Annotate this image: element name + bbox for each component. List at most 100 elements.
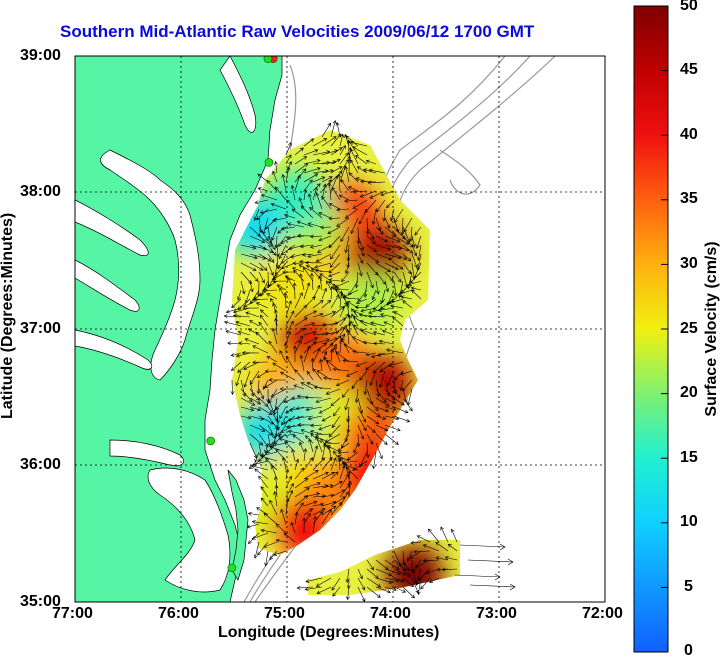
current-vector-arrow: [357, 244, 365, 257]
current-vector-arrow: [243, 361, 260, 370]
current-vector-arrow: [402, 568, 412, 578]
colorbar-tick-label: 20: [680, 384, 698, 401]
current-vector-arrow: [337, 173, 342, 192]
current-vector-arrow: [331, 186, 341, 201]
current-vector-arrow: [249, 406, 262, 412]
current-vector-arrow: [368, 168, 386, 174]
current-vector-arrow: [415, 235, 422, 249]
current-vector-arrow: [258, 262, 268, 271]
current-vector-arrow: [321, 337, 338, 345]
current-vector-arrow: [269, 445, 287, 453]
current-vector-arrow: [262, 288, 278, 293]
current-vector-arrow: [323, 376, 341, 381]
colorbar-tick-label: 25: [680, 320, 698, 337]
current-vector-arrow: [254, 468, 269, 480]
current-vector-arrow: [351, 308, 359, 318]
current-vector-arrow: [260, 309, 269, 318]
current-vector-arrow: [444, 556, 458, 561]
current-vector-arrow: [393, 370, 404, 381]
current-vector-arrow: [393, 280, 398, 297]
current-vector-arrow: [297, 233, 314, 238]
current-vector-arrow: [272, 362, 287, 372]
current-vector-arrow: [291, 396, 305, 401]
x-axis-label: Longitude (Degrees:Minutes): [218, 624, 440, 641]
current-vector-arrow: [294, 495, 309, 507]
current-vector-arrow: [315, 577, 332, 587]
current-vector-arrow: [300, 382, 314, 390]
current-vector-arrow: [252, 345, 269, 354]
current-vector-arrow: [312, 515, 318, 534]
colorbar-tick-label: 45: [680, 61, 698, 78]
current-vector-arrow: [321, 122, 331, 138]
current-vector-arrow: [335, 379, 350, 387]
current-vector-arrow: [279, 371, 296, 381]
current-vector-arrow: [393, 568, 407, 576]
current-vector-arrow: [295, 415, 314, 420]
current-vector-arrow: [366, 262, 379, 276]
current-vector-arrow: [267, 262, 274, 276]
current-vector-arrow: [267, 253, 275, 263]
current-vector-arrow: [387, 298, 404, 305]
x-tick-label: 76:00: [158, 605, 199, 622]
current-vector-arrow: [262, 379, 269, 390]
current-vector-arrow: [329, 285, 334, 300]
current-vector-arrow: [363, 168, 377, 174]
current-vector-arrow: [303, 457, 314, 471]
current-vector-arrow: [258, 406, 273, 415]
current-vector-arrow: [339, 313, 349, 327]
current-vector-arrow: [367, 180, 386, 185]
current-vector-arrow: [273, 491, 278, 507]
current-vector-arrow: [294, 168, 307, 183]
current-vector-arrow: [380, 289, 386, 305]
current-vector-arrow: [303, 188, 308, 201]
current-vector-arrow: [312, 445, 319, 462]
current-vector-arrow: [358, 208, 368, 225]
current-vector-arrow: [330, 335, 342, 345]
current-vector-arrow: [383, 321, 395, 327]
current-vector-arrow: [414, 226, 422, 236]
current-vector-arrow: [375, 226, 384, 235]
current-vector-arrow: [309, 207, 323, 219]
current-vector-arrow: [400, 217, 405, 236]
current-vector-arrow: [393, 388, 401, 399]
current-vector-arrow: [306, 370, 314, 381]
current-vector-arrow: [357, 424, 365, 440]
current-vector-arrow: [307, 222, 323, 228]
current-vector-arrow: [327, 444, 332, 462]
current-vector-arrow: [440, 526, 449, 543]
current-vector-arrow: [339, 324, 348, 336]
current-vector-arrow: [282, 270, 296, 275]
current-vector-arrow: [402, 271, 409, 288]
grid-lines: [75, 56, 605, 602]
current-vector-arrow: [294, 467, 305, 480]
current-vector-arrow: [393, 262, 404, 270]
current-vector-arrow: [255, 302, 269, 309]
current-vector-arrow: [249, 271, 259, 282]
current-vector-arrow: [246, 523, 260, 529]
current-vector-arrow: [270, 202, 287, 210]
current-vector-arrow: [379, 370, 386, 388]
current-vector-arrow: [375, 397, 390, 407]
current-vector-arrow: [393, 415, 411, 423]
current-vector-arrow: [352, 199, 368, 209]
current-vector-arrow: [225, 329, 242, 336]
current-vector-arrow: [312, 176, 326, 183]
current-vector-arrow: [454, 573, 501, 581]
current-vector-arrow: [330, 158, 341, 165]
current-vectors: [223, 120, 516, 602]
current-vector-arrow: [327, 226, 341, 234]
current-vector-arrow: [336, 217, 350, 227]
current-vector-arrow: [366, 271, 374, 289]
current-vector-arrow: [276, 284, 287, 291]
current-vector-arrow: [332, 586, 341, 597]
current-vector-arrow: [242, 306, 260, 311]
current-vector-arrow: [365, 352, 377, 357]
current-vector-arrow: [230, 379, 235, 396]
station-marker: [206, 436, 215, 446]
current-vector-arrow: [283, 213, 296, 219]
current-vector-arrow: [384, 397, 397, 404]
current-vector-arrow: [350, 217, 359, 235]
current-vector-arrow: [384, 586, 397, 592]
current-vector-arrow: [285, 310, 295, 327]
current-vector-arrow: [252, 460, 269, 466]
